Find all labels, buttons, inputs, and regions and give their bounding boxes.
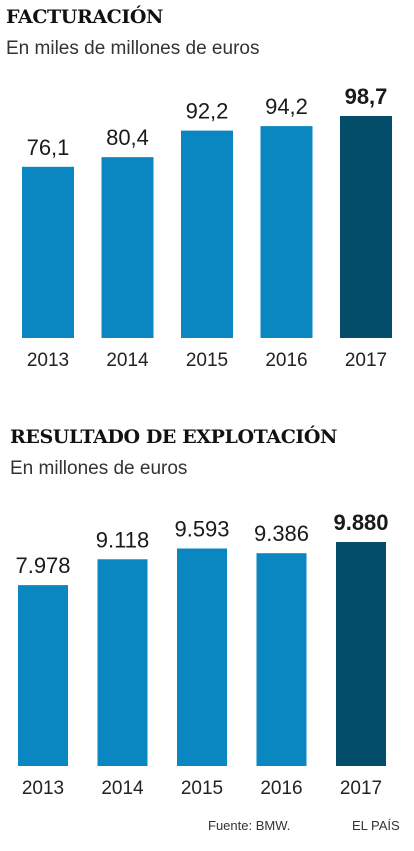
- value-label: 98,7: [345, 84, 388, 109]
- x-tick-label: 2016: [265, 350, 307, 371]
- value-label: 7.978: [15, 553, 70, 578]
- x-tick-label: 2013: [27, 350, 69, 371]
- value-label: 9.386: [254, 521, 309, 546]
- credit-text: EL PAÍS: [352, 818, 400, 833]
- bar-2013: [22, 166, 74, 338]
- chart-title: RESULTADO DE EXPLOTACIÓN: [10, 426, 338, 448]
- value-label: 92,2: [186, 99, 229, 124]
- value-label: 76,1: [27, 135, 70, 160]
- x-tick-label: 2016: [260, 778, 302, 799]
- x-tick-label: 2015: [181, 778, 223, 799]
- x-tick-label: 2015: [186, 350, 228, 371]
- bar-2016: [256, 553, 307, 766]
- x-tick-label: 2017: [345, 350, 387, 371]
- x-tick-label: 2014: [101, 778, 144, 799]
- revenue-bars: 76,1 2013 80,4 2014 92,2 2015 94,2 2016 98,7 2017: [22, 84, 392, 371]
- bar-2015: [177, 548, 227, 766]
- bar-2017: [340, 116, 392, 338]
- x-tick-label: 2014: [106, 350, 149, 371]
- bar-2016: [260, 126, 313, 338]
- x-tick-label: 2013: [22, 778, 64, 799]
- bar-2014: [101, 157, 154, 338]
- bar-2014: [97, 559, 148, 766]
- chart-subtitle: En millones de euros: [10, 458, 188, 479]
- bar-2013: [18, 585, 68, 766]
- value-label: 94,2: [265, 94, 308, 119]
- value-label: 9.118: [96, 527, 149, 552]
- value-label: 9.880: [333, 510, 388, 535]
- x-tick-label: 2017: [340, 778, 382, 799]
- value-label: 9.593: [174, 517, 229, 542]
- bar-2017: [336, 542, 386, 766]
- value-label: 80,4: [106, 125, 149, 150]
- chart-title: FACTURACIÓN: [6, 6, 164, 28]
- bar-2015: [181, 130, 233, 338]
- source-text: Fuente: BMW.: [208, 818, 291, 833]
- chart-subtitle: En miles de millones de euros: [6, 38, 260, 59]
- operating-result-bars: 7.978 2013 9.118 2014 9.593 2015 9.386 2016 9.88…: [15, 510, 388, 799]
